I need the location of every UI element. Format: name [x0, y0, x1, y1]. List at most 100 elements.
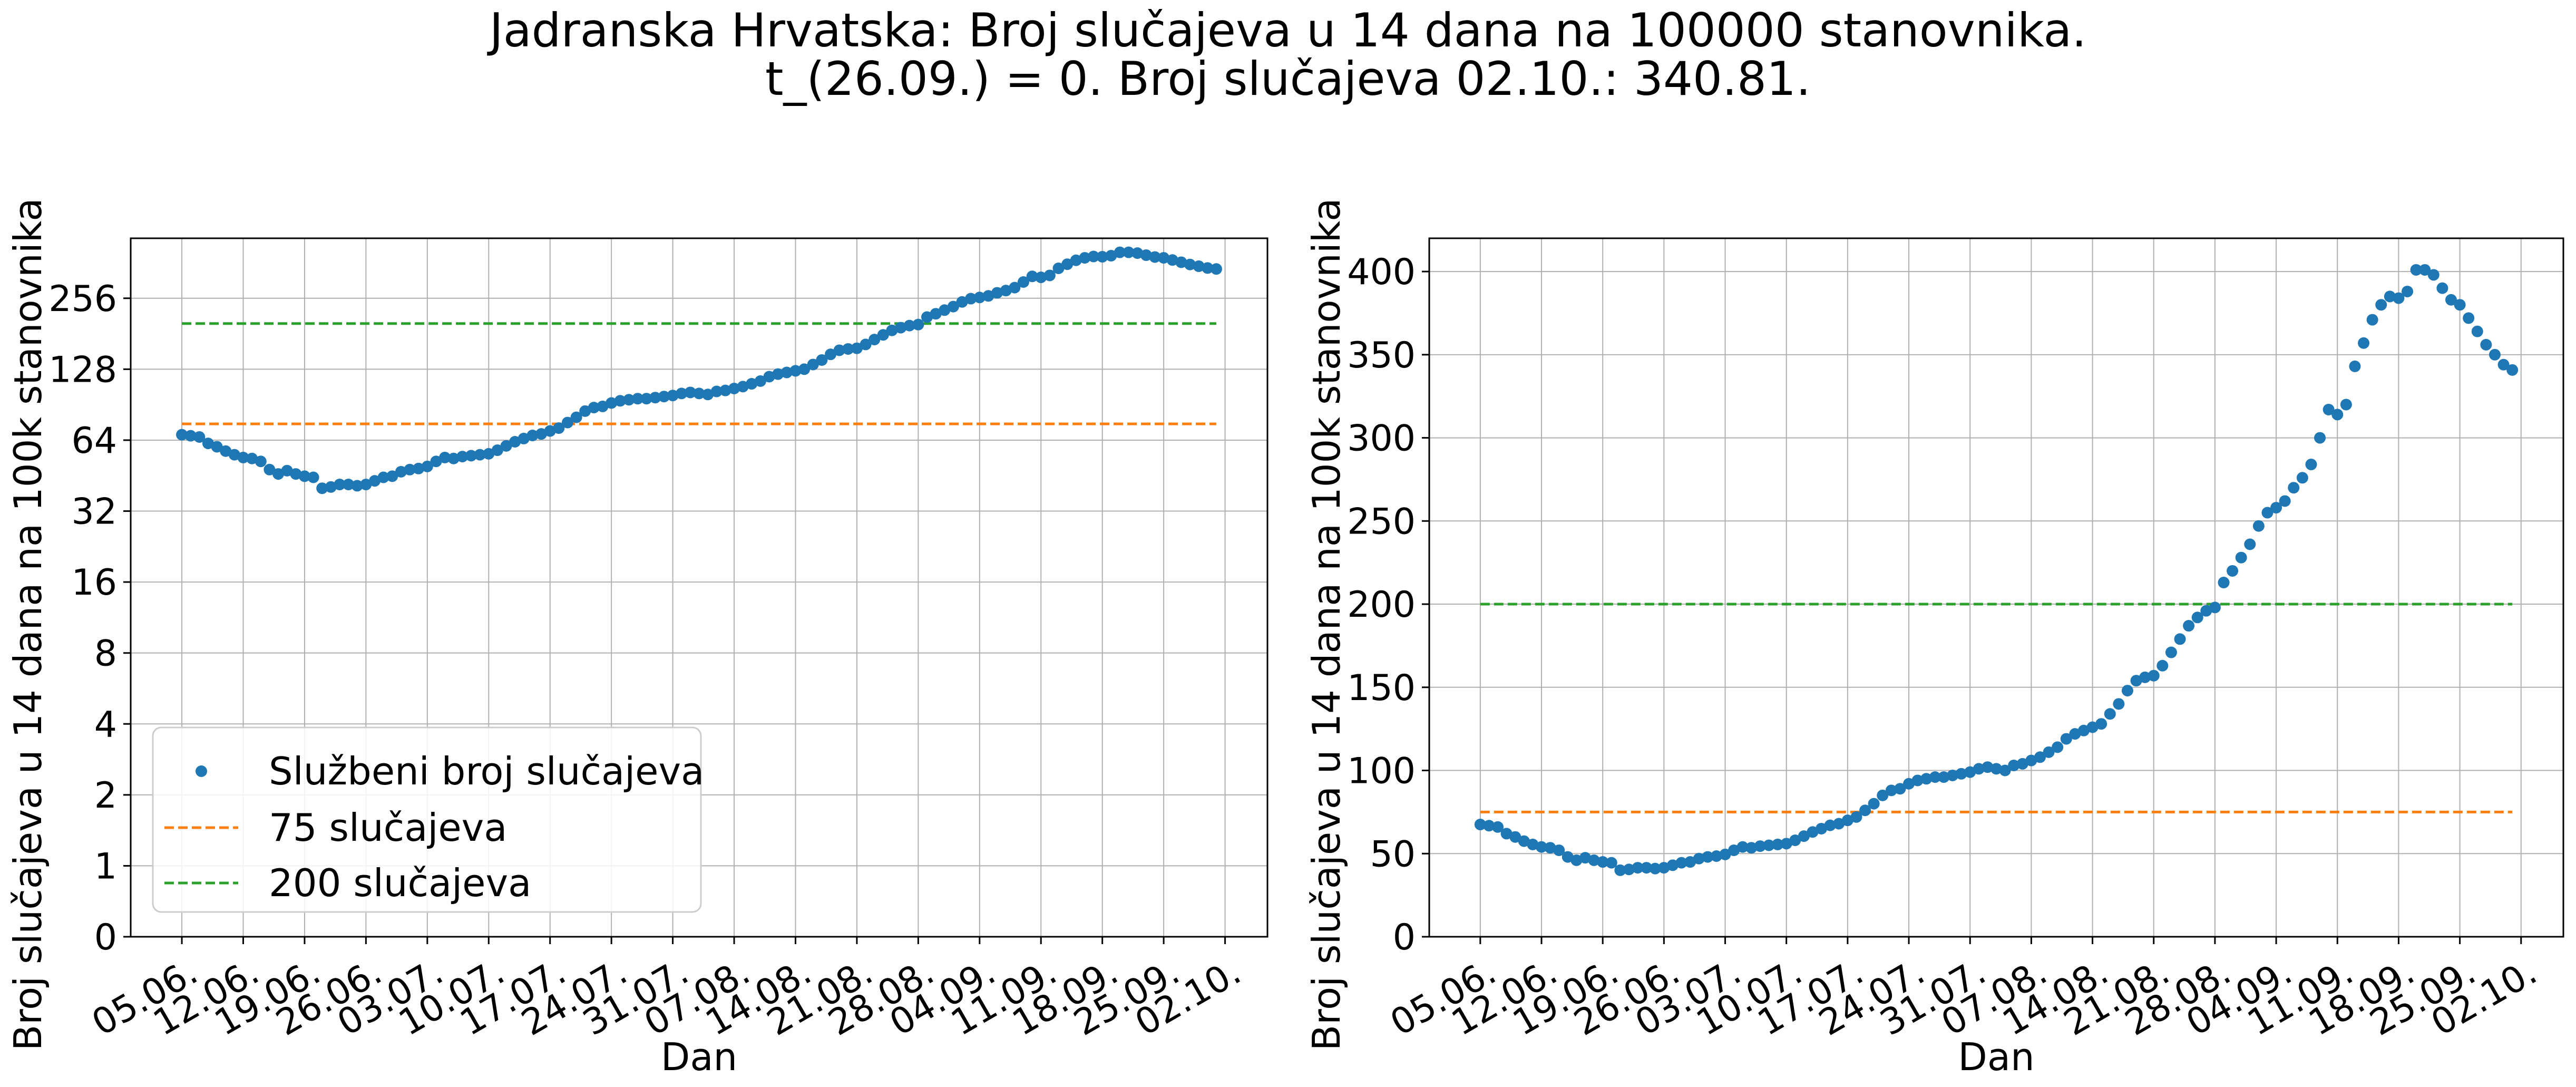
linear-data-point: [2427, 269, 2440, 281]
linear-data-point: [2419, 264, 2431, 276]
linear-data-point: [2489, 348, 2501, 361]
linear-data-point: [1780, 838, 1792, 850]
linear-data-point: [2288, 482, 2300, 494]
log-data-point: [334, 479, 346, 491]
log-data-point: [667, 390, 679, 402]
log-data-point: [693, 387, 705, 400]
log-data-point: [298, 470, 310, 482]
log-y-tick-label: 2: [94, 775, 117, 817]
linear-data-point: [1990, 763, 2002, 775]
linear-y-tick-label: 400: [1347, 251, 1416, 293]
linear-data-point: [2296, 472, 2308, 484]
log-data-point: [789, 365, 802, 377]
log-data-point: [833, 344, 845, 356]
linear-data-point: [2270, 502, 2282, 514]
log-data-point: [947, 300, 959, 313]
log-data-point: [825, 348, 837, 361]
linear-data-point: [1824, 819, 1836, 831]
linear-data-point: [1553, 844, 1565, 856]
log-data-point: [535, 428, 548, 440]
log-data-point: [1009, 282, 1021, 294]
linear-data-point: [1641, 862, 1653, 874]
linear-data-point: [1754, 840, 1766, 852]
linear-data-point: [2244, 538, 2256, 550]
linear-plot-reference-lines: [1480, 603, 2513, 813]
linear-data-point: [1964, 766, 1976, 778]
log-plot-x-label: Dan: [661, 1035, 737, 1079]
linear-data-point: [2358, 337, 2370, 349]
linear-data-point: [2165, 646, 2177, 658]
log-data-point: [737, 381, 749, 393]
log-data-point: [851, 342, 863, 354]
log-data-point: [1140, 249, 1152, 261]
linear-data-point: [2095, 718, 2107, 730]
linear-data-point: [1492, 821, 1504, 833]
log-data-point: [526, 430, 539, 442]
log-y-tick-label: 1: [94, 846, 117, 887]
log-data-point: [474, 449, 486, 461]
linear-data-point: [2349, 360, 2361, 372]
log-data-point: [939, 304, 951, 316]
linear-data-point: [2148, 669, 2160, 682]
log-data-point: [447, 452, 460, 464]
linear-data-point: [1632, 862, 1644, 874]
linear-data-point: [1736, 841, 1749, 853]
linear-data-point: [1947, 769, 1959, 781]
log-data-point: [430, 455, 442, 468]
log-data-point: [325, 481, 337, 493]
linear-data-point: [1649, 862, 1661, 875]
linear-data-point: [2463, 312, 2475, 324]
log-data-point: [404, 463, 416, 475]
linear-data-point: [2183, 620, 2195, 632]
linear-data-point: [2314, 432, 2326, 444]
linear-data-point: [2113, 698, 2125, 710]
log-data-point: [1061, 258, 1074, 270]
log-data-point: [491, 444, 503, 457]
linear-data-point: [2052, 741, 2064, 753]
log-data-point: [614, 395, 626, 407]
log-data-point: [676, 387, 688, 400]
log-data-point: [421, 460, 433, 472]
log-data-point: [1202, 262, 1214, 274]
log-data-point: [606, 397, 618, 409]
log-data-point: [956, 296, 968, 308]
log-data-point: [1105, 250, 1117, 262]
linear-data-point: [2410, 264, 2422, 276]
log-data-point: [544, 425, 556, 437]
linear-data-point: [1938, 771, 1950, 783]
log-data-point: [500, 440, 512, 452]
legend-marker-points: [196, 765, 207, 777]
log-data-point: [483, 448, 495, 460]
linear-data-point: [2077, 724, 2090, 736]
linear-data-point: [1859, 804, 1871, 817]
log-data-point: [369, 475, 381, 487]
linear-data-point: [1500, 828, 1513, 840]
linear-data-point: [2305, 459, 2317, 471]
linear-data-point: [1605, 857, 1617, 869]
linear-data-point: [2043, 746, 2055, 758]
log-data-point: [965, 293, 977, 305]
log-data-point: [684, 386, 696, 399]
log-data-point: [1017, 276, 1029, 288]
log-y-tick-label: 0: [94, 917, 117, 958]
legend: Službeni broj slučajeva 75 slučajeva 200…: [152, 726, 704, 913]
log-data-point: [1088, 250, 1100, 263]
log-data-point: [1079, 252, 1091, 264]
log-data-point: [1123, 246, 1135, 258]
linear-data-point: [2454, 299, 2466, 311]
linear-y-tick-label: 250: [1347, 501, 1416, 542]
log-data-point: [553, 422, 565, 434]
linear-data-point: [1675, 857, 1687, 869]
figure-title-line1: Jadranska Hrvatska: Broj slučajeva u 14 …: [487, 3, 2087, 57]
log-data-point: [597, 400, 609, 412]
linear-data-point: [1597, 856, 1609, 868]
log-data-point: [588, 402, 600, 414]
log-data-point: [719, 384, 731, 396]
log-plot-frame: [130, 237, 1269, 938]
log-y-tick-label: 4: [94, 704, 117, 745]
log-data-point: [1149, 251, 1161, 263]
log-data-point: [702, 389, 714, 401]
log-y-tick-label: 32: [71, 491, 117, 533]
linear-data-point: [1719, 848, 1731, 860]
